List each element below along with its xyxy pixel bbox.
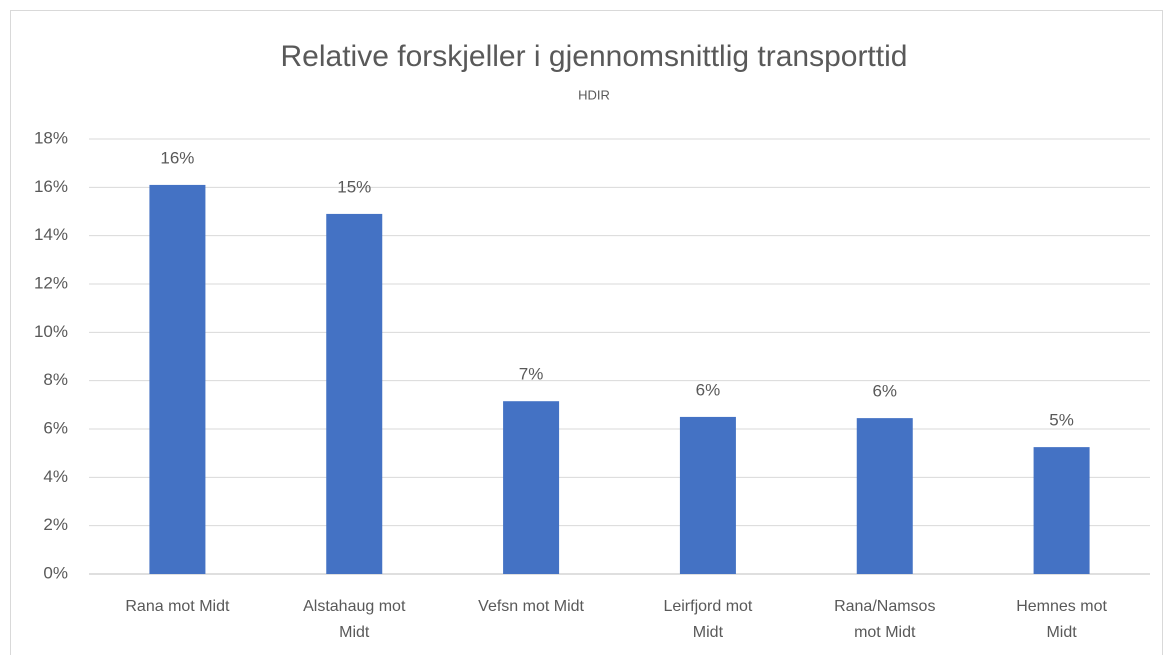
y-tick-label: 6% [43,418,68,437]
x-tick-label: Leirfjord mot Midt [663,598,753,641]
x-tick-label: Hemnes mot Midt [1016,598,1107,641]
y-tick-label: 18% [34,128,68,147]
y-tick-label: 10% [34,322,68,341]
bar [856,418,913,574]
bar [326,213,383,574]
y-tick-label: 12% [34,273,68,292]
bar [503,401,560,574]
y-tick-label: 2% [43,515,68,534]
x-tick-label: Vefsn mot Midt [478,598,584,615]
chart-title: Relative forskjeller i gjennomsnittlig t… [281,40,908,73]
chart-subtitle: HDIR [578,87,610,102]
data-label: 16% [160,148,194,167]
data-label: 6% [696,380,721,399]
bar [1033,447,1090,574]
data-label: 7% [519,365,544,384]
data-label: 6% [872,382,897,401]
y-tick-label: 8% [43,370,68,389]
y-tick-label: 14% [34,225,68,244]
data-label: 15% [337,177,371,196]
y-tick-label: 16% [34,177,68,196]
chart-border [10,10,1163,655]
data-label: 5% [1049,411,1074,430]
bar [679,416,736,574]
x-tick-label: Rana/Namsos mot Midt [834,598,936,641]
bar [149,184,206,574]
y-tick-label: 4% [43,467,68,486]
x-tick-label: Alstahaug mot Midt [303,598,406,641]
x-tick-label: Rana mot Midt [125,598,230,615]
y-tick-label: 0% [43,563,68,582]
